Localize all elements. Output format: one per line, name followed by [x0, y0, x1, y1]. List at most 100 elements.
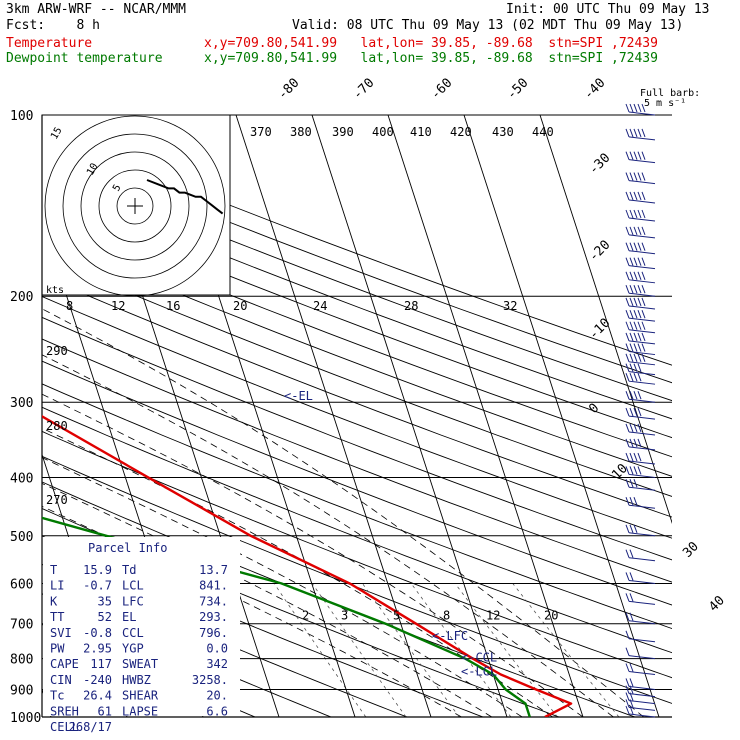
init-time: Init: 00 UTC Thu 09 May 13	[506, 2, 710, 17]
parcel-param-name: LAPSE	[122, 704, 158, 718]
wind-barb-flag	[633, 242, 638, 251]
wind-barb-flag	[641, 172, 646, 181]
wind-barb-staff	[628, 234, 656, 239]
wind-barb-flag	[637, 353, 642, 362]
wind-barb-flag	[641, 332, 646, 342]
wind-barb-flag	[637, 271, 642, 280]
parcel-param-name: CELL	[50, 720, 79, 734]
wind-barb-flag	[633, 479, 638, 488]
parcel-param-value: 841.	[199, 579, 228, 593]
pressure-label: 400	[10, 471, 33, 486]
barb-legend-title: Full barb:	[640, 88, 700, 99]
mixing-ratio-label: 20	[544, 609, 558, 623]
isotherm-label: 30	[680, 539, 702, 561]
hodograph-trace	[146, 179, 224, 215]
wind-barb-flag	[637, 363, 642, 372]
pressure-label: 900	[10, 683, 33, 698]
wind-barb-flag	[633, 151, 638, 160]
parcel-param-value: 26.4	[83, 689, 112, 703]
dewpoint-legend: Dewpoint temperature	[6, 51, 163, 66]
wind-barb-flag	[633, 257, 638, 266]
wind-barb-staff	[628, 415, 656, 420]
speed-ring-label: 10	[85, 162, 101, 178]
wind-barb-flag	[637, 151, 642, 160]
dry-adiabat	[42, 338, 672, 583]
wind-barb-flag	[637, 242, 642, 251]
parcel-param-name: CCL	[122, 626, 144, 640]
isotherm	[235, 115, 432, 717]
parcel-param-value: 117	[90, 657, 112, 671]
wind-barb-flag	[625, 353, 630, 362]
theta-top-label: 370	[250, 125, 272, 139]
wind-barb-flag	[641, 103, 646, 113]
parcel-param-name: PW	[50, 642, 65, 656]
wind-barb-staff	[628, 504, 656, 509]
wind-barb-flag	[637, 466, 642, 475]
wind-barb-staff	[628, 655, 656, 660]
wind-barb-flag	[629, 407, 634, 417]
forecast-hour: Fcst: 8 h	[6, 18, 100, 33]
dry-adiabat	[42, 198, 672, 439]
wind-barb-staff	[628, 292, 656, 297]
moist-adiabat	[42, 354, 614, 717]
wind-barb-flag	[625, 309, 630, 319]
wind-barb-flag	[629, 593, 634, 602]
wind-barb-staff	[628, 398, 656, 403]
wind-barb-flag	[629, 285, 634, 294]
wind-barb-flag	[629, 663, 634, 672]
theta-top-label: 440	[532, 125, 554, 139]
wind-barb-staff	[628, 317, 656, 322]
wind-barb-flag	[637, 297, 642, 307]
isotherm	[311, 115, 508, 717]
isotherm-label: -40	[581, 76, 608, 103]
parcel-param-value: -240	[83, 673, 112, 687]
wind-barb-flag	[641, 321, 646, 330]
parcel-param-name: CAPE	[50, 657, 79, 671]
pressure-label: 800	[10, 653, 33, 668]
wind-barb-flag	[625, 452, 630, 462]
wind-barb-staff	[628, 557, 656, 562]
wind-barb-flag	[625, 209, 630, 219]
parcel-marker-ccl: <-CCL	[461, 650, 497, 664]
speed-tick-label: 16	[166, 299, 180, 313]
wind-barb-flag	[625, 685, 630, 694]
wind-barb-flag	[625, 257, 630, 266]
wind-barb-flag	[641, 285, 646, 294]
wind-barb-flag	[625, 692, 630, 701]
wind-barb-flag	[637, 285, 642, 294]
parcel-param-name: Tc	[50, 689, 64, 703]
speed-tick-label: 12	[111, 299, 125, 313]
wind-barb-flag	[625, 423, 630, 433]
parcel-param-value: -0.8	[83, 626, 112, 640]
isotherm-label: -70	[350, 76, 377, 103]
dry-adiabat	[42, 593, 333, 717]
speed-ring-label: 15	[49, 126, 65, 142]
wind-barb-flag	[629, 699, 634, 708]
dry-adiabat	[42, 383, 672, 630]
parcel-param-value: 20.	[206, 689, 228, 703]
pressure-label: 200	[10, 290, 33, 305]
wind-barb-flag	[629, 332, 634, 342]
parcel-param-name: YGP	[122, 642, 144, 656]
wind-barb-flag	[625, 705, 630, 715]
isotherm-label: 0	[586, 401, 602, 417]
wind-barb-flag	[629, 128, 634, 138]
wind-barb-flag	[629, 497, 634, 506]
wind-barb-flag	[625, 332, 630, 342]
wind-barb-flag	[641, 226, 646, 236]
parcel-marker-lfc: <-LFC	[432, 629, 468, 643]
wind-barb-staff	[628, 473, 656, 478]
speed-ring	[80, 151, 190, 261]
theta-top-label: 430	[492, 125, 514, 139]
wind-barb-flag	[633, 391, 638, 400]
wind-barb-flag	[633, 191, 638, 201]
parcel-param-name: CIN	[50, 673, 72, 687]
wind-barb-staff	[628, 431, 656, 436]
wind-barb-flag	[637, 407, 642, 417]
mixing-ratio-label: 12	[486, 609, 500, 623]
wind-barb-flag	[633, 363, 638, 372]
dry-adiabat	[42, 145, 672, 384]
wind-barb-flag	[633, 524, 638, 533]
wind-barb-flag	[629, 572, 634, 581]
wind-barb-flag	[625, 191, 630, 201]
